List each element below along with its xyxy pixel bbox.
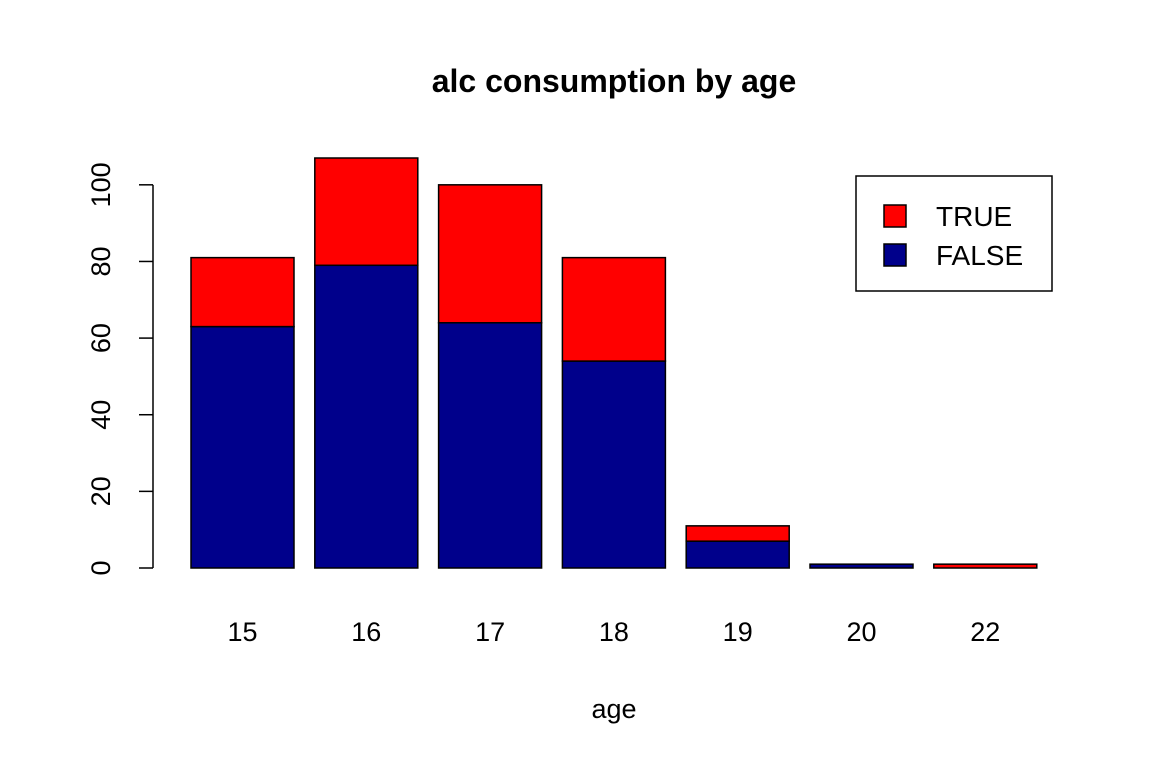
bar-segment-true-16 bbox=[314, 157, 419, 267]
y-axis: 0 20 40 60 80 100 bbox=[86, 162, 154, 576]
x-tick-label: 15 bbox=[227, 617, 257, 647]
bar-segment-true-22 bbox=[933, 563, 1038, 569]
y-tick-label: 100 bbox=[86, 162, 116, 207]
x-tick-labels: 15 16 17 18 19 20 22 bbox=[227, 617, 1000, 647]
legend-swatch-true bbox=[883, 204, 907, 228]
legend-label-true: TRUE bbox=[936, 201, 1012, 232]
x-axis-label: age bbox=[591, 694, 636, 724]
x-tick-label: 20 bbox=[846, 617, 876, 647]
bar-segment-false-15 bbox=[190, 325, 295, 569]
legend-label-false: FALSE bbox=[936, 240, 1023, 271]
legend-swatch-false bbox=[883, 243, 907, 267]
legend: TRUE FALSE bbox=[855, 175, 1053, 292]
bar-segment-false-20 bbox=[809, 563, 914, 569]
bar-segment-true-17 bbox=[437, 184, 543, 324]
y-tick-label: 40 bbox=[86, 400, 116, 430]
bar-segment-false-17 bbox=[437, 322, 543, 569]
chart-title: alc consumption by age bbox=[432, 63, 797, 99]
y-tick-label: 0 bbox=[86, 560, 116, 575]
bars bbox=[190, 157, 1038, 569]
legend-box bbox=[855, 175, 1053, 292]
bar-segment-false-16 bbox=[314, 264, 419, 569]
x-tick-label: 16 bbox=[351, 617, 381, 647]
x-tick-label: 18 bbox=[599, 617, 629, 647]
y-tick-label: 20 bbox=[86, 476, 116, 506]
bar-segment-true-19 bbox=[685, 525, 790, 542]
bar-segment-true-15 bbox=[190, 256, 295, 328]
y-tick-label: 80 bbox=[86, 246, 116, 276]
x-tick-label: 19 bbox=[723, 617, 753, 647]
bar-segment-true-18 bbox=[561, 256, 667, 362]
x-tick-label: 17 bbox=[475, 617, 505, 647]
bar-segment-false-18 bbox=[561, 360, 667, 569]
y-tick-label: 60 bbox=[86, 323, 116, 353]
x-tick-label: 22 bbox=[970, 617, 1000, 647]
bar-segment-false-19 bbox=[685, 540, 790, 569]
